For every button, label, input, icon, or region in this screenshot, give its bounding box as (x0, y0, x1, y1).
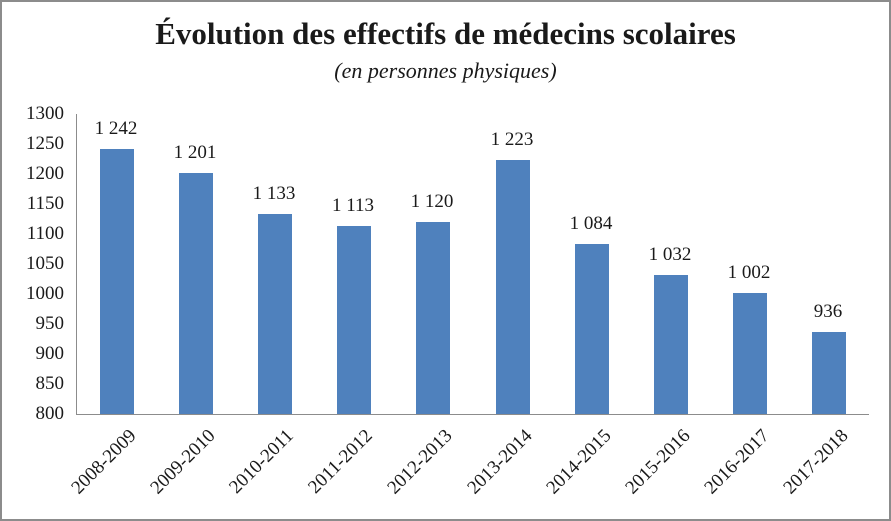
bar-2014-2015 (575, 244, 609, 414)
y-axis-tick-label: 800 (35, 403, 65, 424)
y-axis-tick-label: 950 (35, 313, 65, 334)
y-axis-tick-label: 1100 (26, 223, 64, 244)
bar-2013-2014 (496, 160, 530, 414)
y-axis-tick-label: 1250 (26, 133, 64, 154)
x-axis-label: 2013-2014 (463, 425, 537, 499)
bar-2012-2013 (416, 222, 450, 414)
y-axis-tick-label: 1300 (26, 103, 64, 124)
bar-value-label: 936 (813, 301, 843, 322)
bar-value-label: 1 113 (331, 195, 375, 216)
x-axis-label: 2010-2011 (225, 425, 299, 498)
bar-value-label: 1 002 (727, 262, 771, 283)
x-axis-label: 2012-2013 (383, 425, 457, 499)
chart-title: Évolution des effectifs de médecins scol… (155, 16, 736, 51)
y-axis-tick-label: 900 (35, 343, 65, 364)
bar-value-label: 1 032 (648, 244, 692, 265)
x-axis-label: 2015-2016 (621, 425, 695, 499)
bar-value-label: 1 242 (94, 118, 138, 139)
x-axis-label: 2009-2010 (146, 425, 220, 499)
bar-value-label: 1 201 (173, 142, 217, 163)
bar-2009-2010 (179, 173, 213, 414)
bar-2008-2009 (100, 149, 134, 414)
bar-2017-2018 (812, 332, 846, 414)
x-axis-label: 2014-2015 (542, 425, 616, 499)
bar-value-label: 1 223 (490, 129, 534, 150)
x-axis-label: 2011-2012 (304, 425, 378, 498)
x-axis-label: 2016-2017 (700, 425, 774, 499)
y-axis-tick-label: 1200 (26, 163, 64, 184)
y-axis-tick-label: 850 (35, 373, 65, 394)
x-axis-label: 2008-2009 (67, 425, 141, 499)
bar-2015-2016 (654, 275, 688, 414)
bar-value-label: 1 084 (569, 213, 613, 234)
bar-value-label: 1 133 (252, 183, 296, 204)
y-axis-tick-label: 1000 (26, 283, 64, 304)
bar-2016-2017 (733, 293, 767, 414)
y-axis-tick-label: 1150 (26, 193, 64, 214)
y-axis-tick-label: 1050 (26, 253, 64, 274)
bar-2010-2011 (258, 214, 292, 414)
chart-subtitle: (en personnes physiques) (334, 58, 557, 83)
x-axis-label: 2017-2018 (779, 425, 853, 499)
bar-2011-2012 (337, 226, 371, 414)
bar-value-label: 1 120 (410, 191, 454, 212)
plot-area (76, 114, 869, 415)
